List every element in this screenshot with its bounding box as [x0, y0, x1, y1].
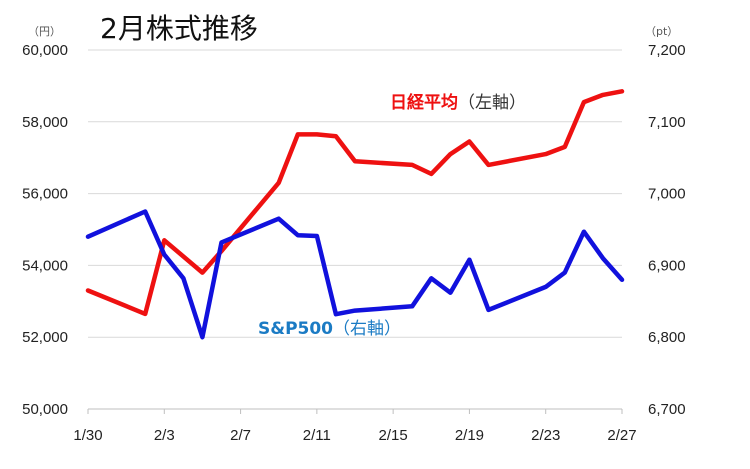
x-tick-label: 2/3 [154, 427, 175, 444]
right-tick-label: 6,700 [648, 401, 686, 418]
left-tick-label: 56,000 [22, 186, 68, 203]
left-axis-unit: （円） [28, 25, 61, 38]
sp500-legend-label: S&P500（右軸） [258, 319, 401, 339]
x-tick-label: 2/7 [230, 427, 251, 444]
right-axis-unit: （pt） [645, 25, 678, 38]
left-tick-label: 50,000 [22, 401, 68, 418]
x-tick-label: 1/30 [73, 427, 102, 444]
nikkei-legend-name: 日経平均 [390, 92, 458, 113]
x-tick-label: 2/23 [531, 427, 560, 444]
sp500-legend-axis: （右軸） [333, 319, 401, 339]
left-tick-label: 54,000 [22, 257, 68, 274]
x-axis-ticks: 1/30 2/3 2/7 2/11 2/15 2/19 2/23 2/27 [73, 427, 636, 444]
sp500-line [85, 209, 625, 340]
right-axis-ticks: 6,700 6,800 6,900 7,000 7,100 7,200 [648, 42, 686, 418]
grid-lines [87, 49, 623, 414]
nikkei-line [85, 89, 625, 317]
chart-title: 2月株式推移 [100, 12, 258, 45]
x-tick-label: 2/11 [303, 427, 331, 444]
left-tick-label: 52,000 [22, 329, 68, 346]
nikkei-legend-label: 日経平均（左軸） [390, 92, 526, 113]
right-tick-label: 6,800 [648, 329, 686, 346]
right-tick-label: 6,900 [648, 257, 686, 274]
sp500-legend-name: S&P500 [258, 319, 333, 339]
left-axis-ticks: 50,000 52,000 54,000 56,000 58,000 60,000 [22, 42, 68, 418]
left-tick-label: 58,000 [22, 114, 68, 131]
x-tick-label: 2/27 [607, 427, 636, 444]
series-lines [85, 89, 625, 340]
right-tick-label: 7,100 [648, 114, 686, 131]
nikkei-legend-axis: （左軸） [458, 93, 526, 113]
right-tick-label: 7,000 [648, 186, 686, 203]
right-tick-label: 7,200 [648, 42, 686, 59]
x-tick-label: 2/19 [455, 427, 484, 444]
x-tick-label: 2/15 [379, 427, 408, 444]
left-tick-label: 60,000 [22, 42, 68, 59]
